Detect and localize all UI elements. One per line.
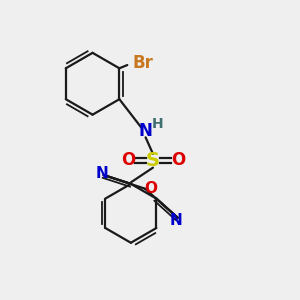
Text: H: H [152,117,164,131]
Text: O: O [121,151,135,169]
Text: O: O [144,181,157,196]
Text: N: N [96,166,109,181]
Text: Br: Br [133,54,154,72]
Text: N: N [139,122,152,140]
Text: O: O [171,151,185,169]
Text: S: S [146,151,160,170]
Text: N: N [170,213,182,228]
